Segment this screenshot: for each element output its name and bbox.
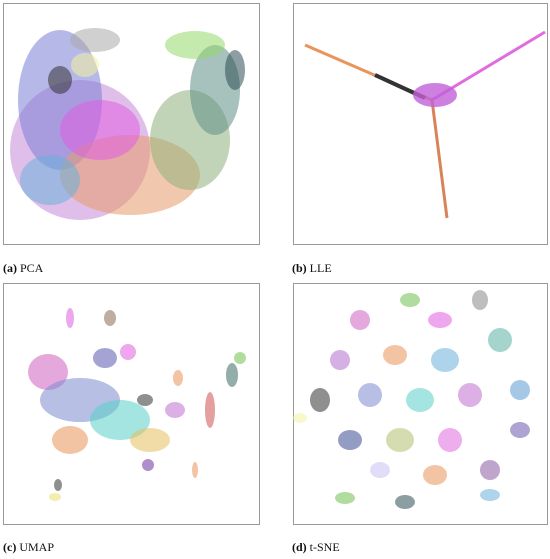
point-cluster: [510, 380, 530, 400]
point-cluster: [226, 363, 238, 387]
point-cluster: [205, 392, 215, 428]
caption: (a) PCA: [3, 261, 44, 275]
point-cluster: [52, 426, 88, 454]
point-cluster: [165, 402, 185, 418]
point-cluster: [49, 493, 61, 501]
point-cluster: [350, 310, 370, 330]
caption-label: (a): [3, 261, 17, 275]
point-cluster: [406, 388, 434, 412]
umap-cloud: [28, 308, 246, 501]
point-cluster: [338, 430, 362, 450]
point-cluster: [90, 400, 150, 440]
point-cluster: [386, 428, 414, 452]
point-cluster: [173, 370, 183, 386]
caption-name: PCA: [20, 261, 44, 275]
point-cluster: [28, 354, 68, 390]
point-cluster: [335, 492, 355, 504]
point-cluster: [458, 383, 482, 407]
point-cloud: [60, 100, 140, 160]
point-cloud: [71, 53, 99, 77]
lle-cloud: [304, 30, 546, 219]
pca-cloud: [10, 28, 245, 220]
point-cluster: [293, 413, 307, 423]
point-cloud: [225, 50, 245, 90]
point-cluster: [54, 479, 62, 491]
point-cloud: [48, 66, 72, 94]
panel-frame: [293, 283, 548, 525]
tsne-cloud: [293, 290, 530, 509]
point-cluster: [480, 489, 500, 501]
point-cloud: [20, 155, 80, 205]
point-cloud: [413, 83, 457, 107]
point-cluster: [120, 344, 136, 360]
point-cluster: [480, 460, 500, 480]
point-cluster: [428, 312, 452, 328]
point-cluster: [395, 495, 415, 509]
point-cloud: [165, 31, 225, 59]
caption-label: (c): [3, 540, 16, 554]
point-cluster: [370, 462, 390, 478]
point-cluster: [358, 383, 382, 407]
point-cluster: [104, 310, 116, 326]
caption: (c) UMAP: [3, 540, 54, 554]
point-cluster: [383, 345, 407, 365]
point-cluster: [234, 352, 246, 364]
point-cluster: [93, 348, 117, 368]
caption: (b) LLE: [292, 261, 332, 275]
caption: (d) t-SNE: [292, 540, 340, 554]
panel-frame: [293, 3, 548, 245]
caption-label: (b): [292, 261, 307, 275]
point-cluster: [66, 308, 74, 328]
point-cluster: [130, 428, 170, 452]
point-cloud: [70, 28, 120, 52]
point-arm: [430, 99, 449, 219]
caption-name: t-SNE: [310, 540, 340, 554]
point-cluster: [423, 465, 447, 485]
point-cluster: [472, 290, 488, 310]
caption-name: LLE: [310, 261, 332, 275]
point-cluster: [192, 462, 198, 478]
caption-label: (d): [292, 540, 307, 554]
point-cluster: [488, 328, 512, 352]
point-cluster: [137, 394, 153, 406]
point-cluster: [431, 348, 459, 372]
point-cluster: [510, 422, 530, 438]
point-cluster: [330, 350, 350, 370]
point-cluster: [438, 428, 462, 452]
point-cluster: [142, 459, 154, 471]
caption-name: UMAP: [19, 540, 54, 554]
point-cluster: [400, 293, 420, 307]
point-cluster: [310, 388, 330, 412]
